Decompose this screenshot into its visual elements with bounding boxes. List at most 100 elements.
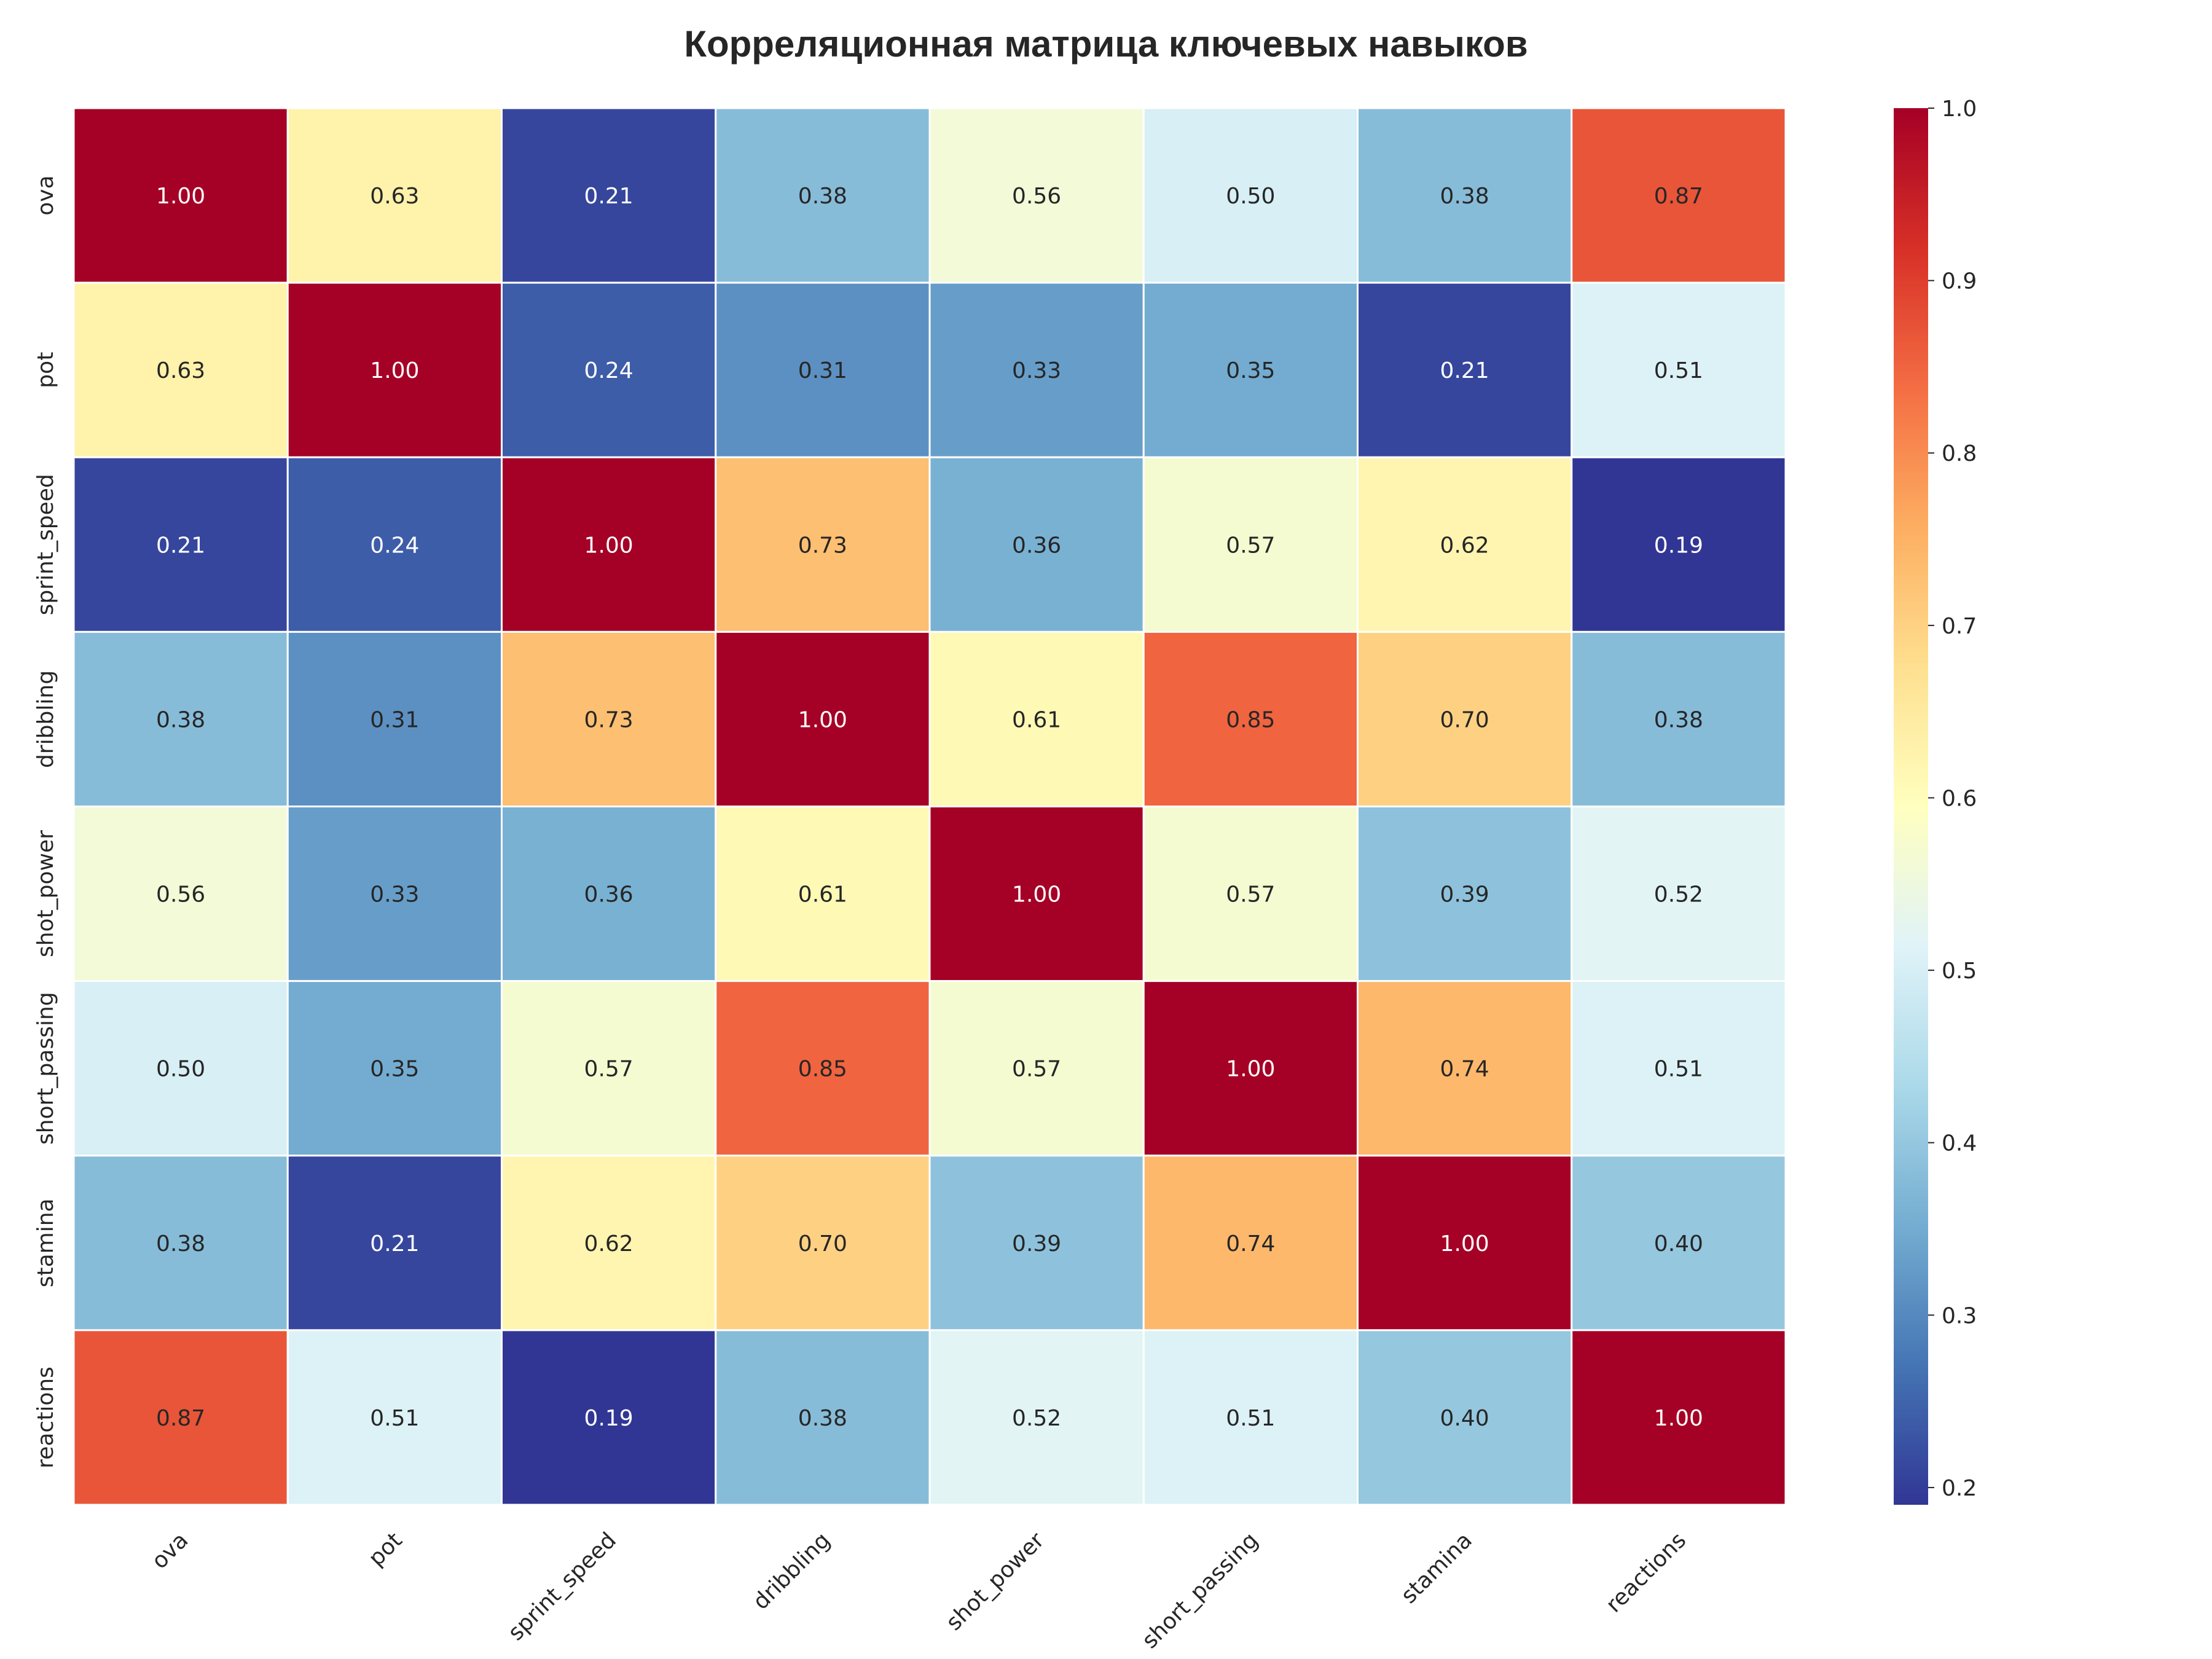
cell-value-label: 0.36	[584, 882, 633, 908]
cell-value-label: 0.57	[1226, 533, 1275, 558]
x-tick-label: ova	[147, 1528, 193, 1574]
cell-value-label: 0.51	[1226, 1406, 1275, 1431]
cell-value-label: 0.39	[1012, 1231, 1061, 1257]
heatmap-cell	[1571, 1155, 1787, 1332]
heatmap-cell	[928, 1329, 1145, 1506]
cell-value-label: 0.33	[1012, 358, 1061, 383]
heatmap-cell	[1142, 456, 1359, 633]
cell-value-label: 0.61	[798, 882, 847, 908]
heatmap-cell	[501, 1329, 717, 1506]
cell-value-label: 0.21	[584, 184, 633, 209]
heatmap-cell	[928, 107, 1145, 284]
heatmap-cell	[1142, 980, 1359, 1157]
heatmap-cell	[1142, 806, 1359, 982]
cell-value-label: 0.40	[1440, 1406, 1489, 1431]
cell-value-label: 1.00	[1440, 1231, 1489, 1257]
cell-value-label: 0.70	[798, 1231, 847, 1257]
cell-value-label: 0.74	[1226, 1231, 1275, 1257]
heatmap-cell	[286, 456, 503, 633]
cell-value-label: 1.00	[1226, 1057, 1275, 1082]
x-tick-label: sprint_speed	[503, 1528, 621, 1645]
x-tick-label: dribbling	[748, 1528, 835, 1614]
cell-value-label: 0.21	[156, 533, 205, 558]
cell-annotations: 1.00 0.63 0.21 0.38 0.56 0.50 0.38 0.87 0.63 1.00…	[156, 184, 1703, 1431]
cell-value-label: 0.38	[156, 707, 205, 732]
heatmap-cell	[715, 1329, 931, 1506]
cell-value-label: 1.00	[156, 184, 205, 209]
cell-value-label: 0.21	[370, 1231, 419, 1257]
heatmap-cell	[1357, 1155, 1573, 1332]
y-tick-label: ova	[33, 175, 58, 215]
heatmap-cell	[286, 980, 503, 1157]
cell-value-label: 0.57	[1226, 882, 1275, 908]
colorbar: 0.2 0.3 0.4 0.5 0.6 0.7 0.8 0.9 1.0	[1894, 96, 1977, 1505]
heatmap-cell	[1571, 1329, 1787, 1506]
y-tick-labels: ova pot sprint_speed dribbling shot_powersho…	[33, 175, 58, 1468]
x-tick-label: stamina	[1397, 1528, 1477, 1608]
cell-value-label: 0.87	[156, 1406, 205, 1431]
cell-value-label: 0.61	[1012, 707, 1061, 732]
heatmap-cell	[715, 456, 931, 633]
cell-value-label: 0.31	[370, 707, 419, 732]
heatmap-cell	[1142, 1329, 1359, 1506]
heatmap-cell	[1357, 980, 1573, 1157]
heatmap-cell	[73, 107, 289, 284]
heatmap-cell	[286, 281, 503, 458]
cell-value-label: 0.57	[584, 1057, 633, 1082]
cell-value-label: 0.63	[156, 358, 205, 383]
heatmap-cell	[1142, 107, 1359, 284]
cell-value-label: 0.21	[1440, 358, 1489, 383]
heatmap-cell	[1357, 456, 1573, 633]
x-tick-label: pot	[364, 1528, 407, 1571]
cell-value-label: 0.39	[1440, 882, 1489, 908]
heatmap-cell	[501, 107, 717, 284]
colorbar-gradient	[1894, 108, 1928, 1505]
heatmap-cell	[286, 107, 503, 284]
heatmap-cell	[928, 1155, 1145, 1332]
heatmap-cell	[1571, 806, 1787, 982]
colorbar-tick-label: 1.0	[1942, 96, 1977, 122]
cell-value-label: 1.00	[584, 533, 633, 558]
heatmap-cell	[1142, 1155, 1359, 1332]
y-tick-label: short_passing	[33, 992, 58, 1145]
colorbar-tick-label: 0.8	[1942, 441, 1977, 466]
cell-value-label: 0.62	[1440, 533, 1489, 558]
y-tick-label: sprint_speed	[33, 474, 58, 615]
heatmap-cell	[928, 980, 1145, 1157]
cell-value-label: 0.24	[584, 358, 633, 383]
heatmap-cell	[715, 107, 931, 284]
cell-value-label: 1.00	[370, 358, 419, 383]
cell-value-label: 0.38	[156, 1231, 205, 1257]
heatmap-cell	[501, 630, 717, 807]
heatmap-cell	[715, 806, 931, 982]
cell-value-label: 1.00	[1012, 882, 1061, 908]
heatmap-cell	[715, 630, 931, 807]
heatmap-cell	[1571, 281, 1787, 458]
cell-value-label: 0.51	[1654, 358, 1703, 383]
heatmap-cell	[286, 1329, 503, 1506]
cell-value-label: 0.52	[1012, 1406, 1061, 1431]
heatmap-cell	[928, 630, 1145, 807]
heatmap-cell	[1357, 281, 1573, 458]
cell-value-label: 0.62	[584, 1231, 633, 1257]
y-tick-label: reactions	[33, 1367, 58, 1469]
heatmap-cells	[73, 107, 1787, 1506]
cell-value-label: 0.85	[798, 1057, 847, 1082]
cell-value-label: 0.73	[584, 707, 633, 732]
cell-value-label: 0.36	[1012, 533, 1061, 558]
x-tick-label: reactions	[1601, 1528, 1691, 1617]
heatmap-cell	[715, 281, 931, 458]
cell-value-label: 0.31	[798, 358, 847, 383]
cell-value-label: 0.19	[584, 1406, 633, 1431]
colorbar-tick-label: 0.2	[1942, 1476, 1977, 1501]
cell-value-label: 0.73	[798, 533, 847, 558]
colorbar-tick-label: 0.6	[1942, 786, 1977, 811]
heatmap-cell	[73, 630, 289, 807]
cell-value-label: 0.35	[1226, 358, 1275, 383]
cell-value-label: 0.85	[1226, 707, 1275, 732]
cell-value-label: 0.87	[1654, 184, 1703, 209]
cell-value-label: 0.56	[156, 882, 205, 908]
cell-value-label: 0.35	[370, 1057, 419, 1082]
colorbar-tick-label: 0.5	[1942, 959, 1977, 984]
